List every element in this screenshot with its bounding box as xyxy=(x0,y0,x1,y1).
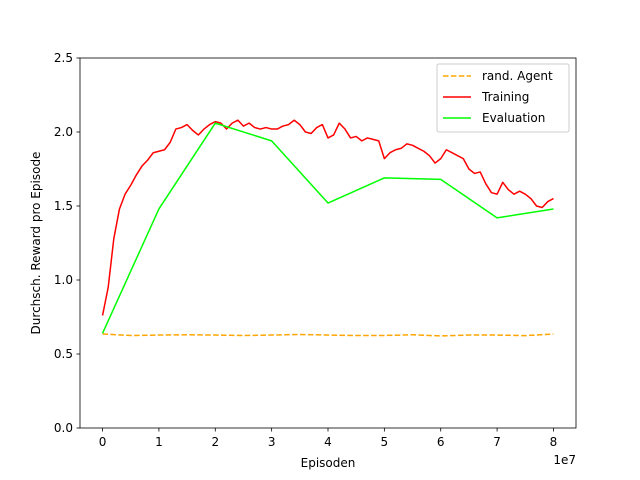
series-layer xyxy=(101,119,554,337)
legend-label-evaluation: Evaluation xyxy=(482,111,545,125)
ticks-layer: 0 1 2 3 4 5 6 7 8 0.0 0.5 1.0 1.5 2.0 2.5 xyxy=(54,51,557,449)
legend: rand. Agent Training Evaluation xyxy=(436,63,570,133)
y-tick-label: 1.5 xyxy=(54,199,73,213)
legend-frame xyxy=(436,63,570,133)
x-tick-label: 1 xyxy=(155,435,163,449)
x-axis-label: Episoden xyxy=(301,456,356,470)
y-axis-label: Durchsch. Reward pro Episode xyxy=(29,152,43,335)
y-tick-label: 0.0 xyxy=(54,421,73,435)
x-tick-label: 0 xyxy=(99,435,107,449)
series-line-training xyxy=(101,119,554,316)
y-tick-label: 2.0 xyxy=(54,125,73,139)
x-tick-label: 6 xyxy=(437,435,445,449)
legend-label-training: Training xyxy=(481,90,529,104)
series-line-evaluation xyxy=(101,122,554,334)
x-tick-label: 8 xyxy=(550,435,558,449)
x-tick-label: 5 xyxy=(381,435,389,449)
x-tick-label: 2 xyxy=(211,435,219,449)
y-tick-label: 2.5 xyxy=(54,51,73,65)
x-tick-label: 3 xyxy=(268,435,276,449)
plot-frame xyxy=(79,57,577,429)
series-line-rand-agent xyxy=(102,333,554,337)
legend-label-rand-agent: rand. Agent xyxy=(482,69,553,83)
y-tick-label: 0.5 xyxy=(54,347,73,361)
x-tick-label: 4 xyxy=(324,435,332,449)
y-tick-label: 1.0 xyxy=(54,273,73,287)
x-tick-label: 7 xyxy=(493,435,501,449)
x-axis-offset-label: 1e7 xyxy=(553,453,576,467)
